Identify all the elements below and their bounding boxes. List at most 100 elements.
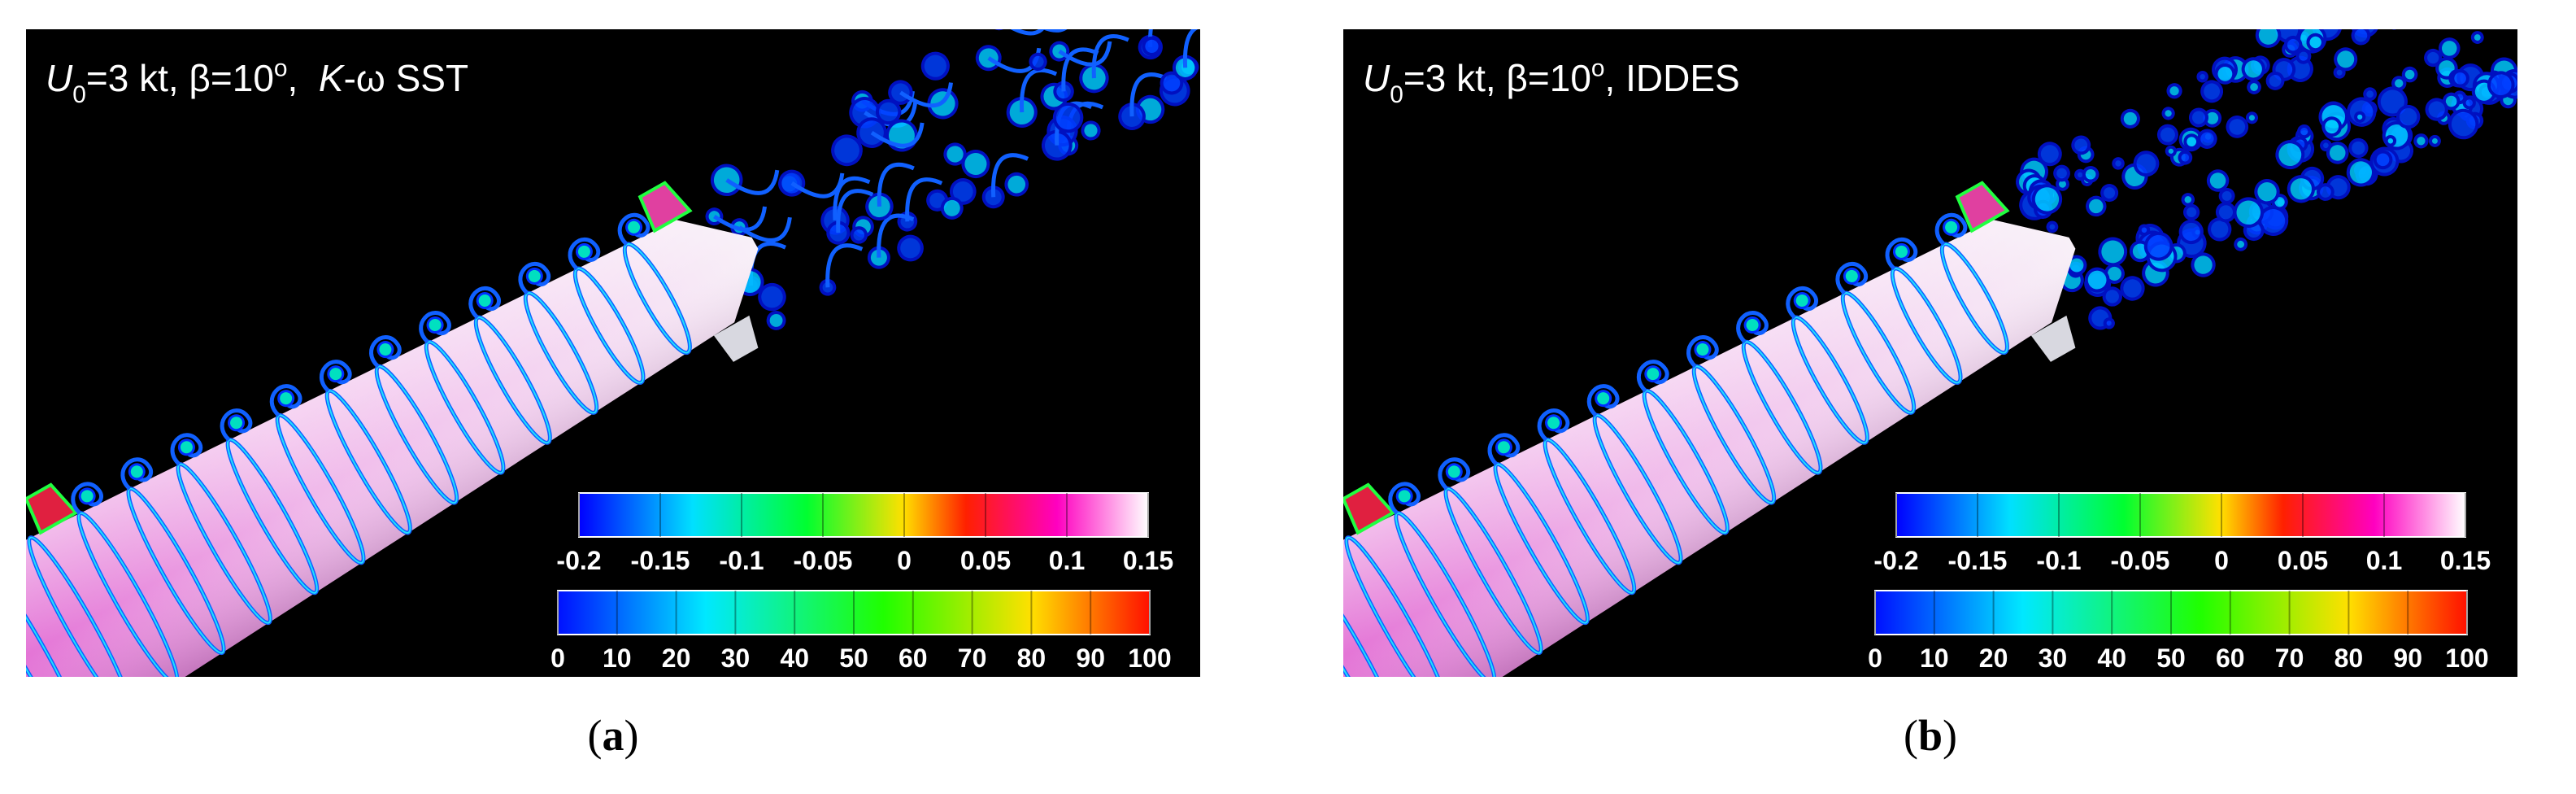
wake-vortex [2360, 0, 2382, 2]
wake-vortex [2391, 76, 2407, 91]
wake-filament [877, 162, 915, 207]
wake-vortex [1029, 0, 1065, 8]
wake-vortex [2354, 111, 2366, 123]
wake-vortex [2247, 80, 2261, 94]
wake-vortex [2197, 129, 2217, 149]
wake-vortex [826, 220, 851, 245]
colorbar-tick-label: 0.05 [960, 546, 1011, 575]
colorbar-tick-label: -0.1 [2036, 546, 2081, 575]
caption: (a) [588, 711, 639, 760]
colorbar-tick-label: 70 [2275, 643, 2304, 673]
text-segment: K [319, 57, 346, 99]
tip-vortex-core [376, 341, 394, 359]
tip-vortex [1835, 262, 1869, 295]
wake-filament [1091, 34, 1129, 79]
tip-vortex-core [228, 414, 246, 432]
wake-vortex [920, 51, 950, 81]
colorbar-tick-label: 0 [550, 643, 565, 673]
fin [2030, 315, 2076, 362]
wake-vortex [2100, 184, 2119, 203]
tip-vortex [1586, 384, 1620, 417]
wake-vortex [2200, 80, 2224, 103]
wake-vortex [2053, 164, 2070, 182]
colorbar-tick-label: -0.2 [556, 546, 601, 575]
wake-vortex [2348, 137, 2369, 159]
vortex-ring-core [1792, 316, 1869, 444]
wake-filament [725, 169, 780, 195]
wake-vortex [2188, 107, 2208, 128]
wake-vortex [2103, 317, 2115, 329]
wake-vortex [2196, 71, 2208, 83]
colorbar [1895, 492, 2466, 538]
vortex-ring-core [326, 390, 411, 534]
text-segment: b [1918, 711, 1943, 760]
tip-vortex [320, 360, 352, 393]
colorbar-tick-label: -0.15 [631, 546, 690, 575]
tip-vortex-core [1843, 267, 1860, 285]
text-segment: p [1810, 491, 1833, 536]
wake-filament [1182, 29, 1200, 68]
wake-vortex [2031, 184, 2063, 215]
colorbar-tick-label: 0.15 [2440, 546, 2491, 575]
wake-vortex [943, 142, 967, 166]
wake-filament [1024, 29, 1078, 33]
tip-vortex-core [1793, 291, 1811, 309]
wake-vortex [2393, 5, 2408, 20]
tip-vortex [1885, 238, 1918, 271]
wake-filament [899, 82, 953, 108]
wake-filament [1108, 0, 1165, 2]
wake-vortex [2084, 267, 2110, 293]
text-segment: =3 kt, β=10 [1403, 57, 1591, 99]
wake-vortex [2082, 165, 2100, 183]
wake-vortex [2326, 142, 2349, 164]
wake-vortex [2448, 108, 2479, 140]
wake-vortex [2280, 0, 2315, 28]
flow-visualization [26, 0, 1200, 735]
colorbar-tick-label: 60 [2216, 643, 2245, 673]
text-segment: 0 [550, 517, 563, 546]
wake-vortex [758, 282, 786, 312]
vortex-ring-core [77, 512, 178, 677]
text-segment: o [1591, 55, 1605, 82]
wake-vortex [2241, 57, 2265, 81]
wake-vortex [2255, 29, 2282, 48]
vortex-ring-core [1395, 512, 1495, 677]
wake-vortex [2287, 175, 2316, 203]
wake-filament [998, 29, 1052, 36]
text-segment: U [46, 57, 73, 99]
tip-vortex-core [1595, 390, 1612, 408]
colorbar-tick-label: 0.05 [2278, 546, 2328, 575]
tip-vortex [170, 433, 203, 466]
text-segment: 0 [1390, 81, 1403, 108]
colorbar-tick-label: 30 [2039, 643, 2068, 673]
wake-vortex [2334, 47, 2358, 72]
tip-vortex [369, 335, 402, 369]
text-segment: U [1363, 57, 1390, 99]
vortex-ring-core [26, 561, 85, 677]
wake-vortex [2323, 0, 2334, 9]
colorbar-label: Ω [1823, 586, 1856, 635]
vortex-ring-core [1345, 536, 1449, 677]
text-segment: Ω [1823, 586, 1856, 635]
tip-vortex-core [177, 438, 195, 456]
colorbar-tick-label: -0.2 [1873, 546, 1918, 575]
wake-vortex [2178, 150, 2193, 165]
colorbar-tick-label: 0 [2214, 546, 2229, 575]
fin [139, 687, 190, 735]
wake-vortex [2310, 29, 2329, 31]
text-segment: o [274, 55, 288, 82]
wake-filament [1020, 68, 1058, 113]
wake-vortex [2451, 69, 2469, 88]
tip-vortex-core [1545, 414, 1563, 432]
text-segment: -ω SST [344, 57, 468, 99]
text-segment: ( [1904, 711, 1918, 760]
wake-vortex [2138, 224, 2151, 237]
wake-vortex [831, 134, 863, 167]
wake-vortex [2387, 29, 2401, 30]
tip-vortex-core [1445, 463, 1463, 481]
fin [1955, 181, 2010, 233]
wake-vortex [2333, 66, 2346, 79]
vortex-ring-core [226, 438, 318, 594]
colorbar-tick-label: -0.05 [794, 546, 853, 575]
text-segment: 0 [72, 81, 86, 108]
